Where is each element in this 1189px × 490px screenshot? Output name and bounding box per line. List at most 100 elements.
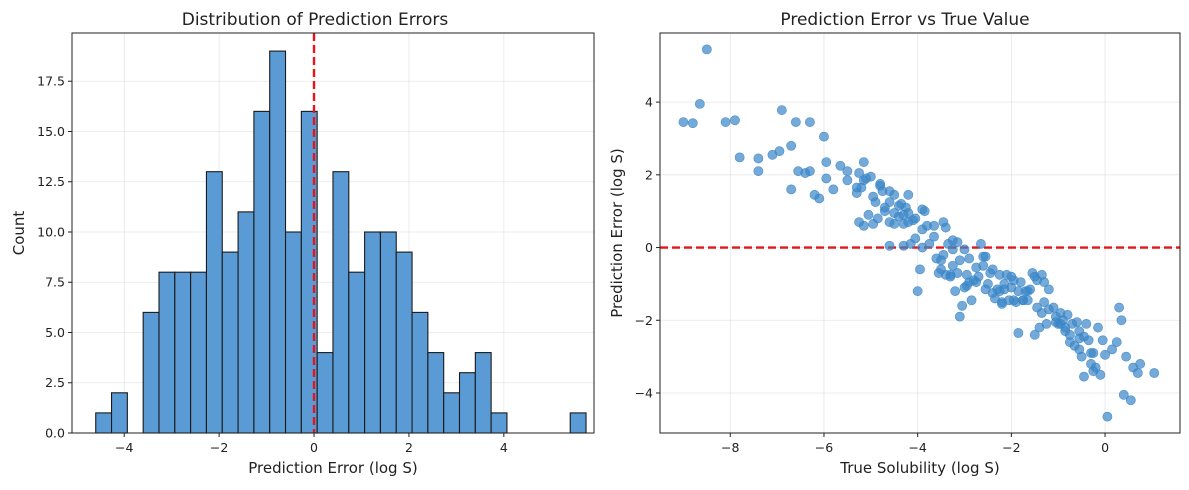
scatter-x-ticks: −8 −6 −4 −2 0 [721, 433, 1109, 455]
scatter-point [786, 184, 797, 195]
scatter-point [800, 168, 811, 178]
scatter-axes-frame [659, 32, 1181, 434]
scatter-point [1050, 311, 1061, 322]
scatter-point [678, 117, 689, 127]
scatter-point [950, 286, 961, 297]
histogram-x-tick-label: −2 [210, 440, 228, 455]
scatter-x-tick-label: −6 [815, 440, 833, 455]
scatter-x-tick-label: −4 [908, 440, 926, 455]
histogram-chart: Distribution of Prediction Errors −4 −2 0 2… [10, 10, 595, 477]
scatter-point [889, 208, 900, 218]
scatter-point [898, 209, 909, 220]
scatter-y-tick-label: −2 [635, 313, 653, 328]
histogram-bar [269, 50, 287, 434]
scatter-point [889, 189, 900, 200]
scatter-point [790, 117, 801, 127]
histogram-bar [237, 211, 255, 434]
scatter-point [835, 160, 846, 171]
scatter-point [730, 115, 740, 126]
scatter-point [994, 286, 1005, 297]
scatter-point [786, 140, 797, 151]
histogram-bar [316, 352, 334, 434]
scatter-point [1076, 351, 1087, 362]
scatter-point [694, 99, 705, 109]
scatter-point [917, 242, 928, 253]
scatter-x-tick-label: −8 [721, 440, 739, 455]
scatter-point [720, 117, 731, 127]
histogram-y-axis-label: Count [10, 211, 28, 256]
scatter-point [884, 197, 895, 207]
scatter-point [701, 44, 712, 55]
scatter-point [929, 231, 939, 242]
scatter-point [851, 182, 862, 193]
scatter-y-tick-label: 2 [645, 167, 653, 182]
histogram-x-tick-label: 0 [310, 440, 318, 455]
scatter-point [1079, 371, 1089, 382]
scatter-point [1065, 329, 1075, 340]
histogram-axes-frame [71, 32, 595, 434]
histogram-bar [142, 311, 160, 434]
scatter-point [1015, 277, 1026, 287]
scatter-point [1074, 333, 1085, 344]
scatter-point [917, 204, 928, 215]
histogram-bar [332, 171, 350, 434]
histogram-bar [458, 372, 476, 434]
histogram-x-tick-label: 2 [405, 440, 413, 455]
scatter-point [978, 251, 989, 262]
scatter-point [861, 173, 872, 184]
scatter-point [879, 206, 890, 217]
scatter-point [1041, 319, 1052, 329]
scatter-point [1107, 344, 1117, 355]
histogram-y-tick-label: 15.0 [37, 124, 65, 139]
scatter-point [957, 300, 968, 311]
scatter-point [976, 239, 986, 249]
scatter-point [910, 233, 921, 244]
scatter-point [1132, 368, 1143, 378]
scatter-point [1072, 317, 1082, 327]
scatter-point [1081, 319, 1092, 329]
scatter-point [858, 157, 869, 167]
scatter-point [753, 166, 764, 177]
scatter-point [863, 209, 874, 220]
scatter-point [1088, 366, 1099, 377]
scatter-point [894, 200, 904, 211]
histogram-bar [364, 231, 381, 434]
histogram-y-tick-label: 0.0 [45, 426, 65, 441]
scatter-point [964, 253, 975, 264]
scatter-point [908, 215, 918, 226]
histogram-x-ticks: −4 −2 0 2 4 [115, 433, 508, 455]
histogram-bar [395, 251, 413, 434]
scatter-point [1036, 308, 1047, 318]
scatter-point [753, 153, 764, 164]
scatter-point [1097, 335, 1108, 346]
scatter-point [1060, 322, 1071, 333]
scatter-point [1013, 328, 1024, 338]
scatter-point [1116, 315, 1127, 326]
scatter-point [687, 118, 698, 129]
histogram-bar [474, 352, 492, 434]
scatter-y-tick-label: 0 [645, 240, 653, 255]
histogram-x-tick-label: 4 [500, 440, 508, 455]
scatter-point [734, 152, 745, 163]
scatter-point [1118, 389, 1129, 400]
histogram-bar [221, 251, 239, 434]
histogram-bar [190, 271, 207, 434]
scatter-x-axis-label: True Solubility (log S) [839, 459, 999, 477]
histogram-bar [443, 392, 461, 434]
scatter-point [947, 244, 958, 255]
scatter-point [929, 220, 939, 231]
scatter-point [964, 277, 975, 287]
scatter-y-axis-label: Prediction Error (log S) [608, 148, 626, 317]
scatter-point [1029, 329, 1040, 340]
scatter-point [1121, 351, 1132, 362]
histogram-title: Distribution of Prediction Errors [182, 10, 449, 30]
histogram-bar [174, 271, 192, 434]
scatter-point [870, 197, 881, 207]
histogram-bar [284, 231, 302, 434]
scatter-point [821, 157, 832, 167]
scatter-point [814, 193, 825, 204]
scatter-y-tick-label: −4 [635, 386, 653, 401]
scatter-point [1135, 359, 1146, 369]
histogram-x-tick-label: −4 [115, 440, 133, 455]
histogram-bar [411, 311, 429, 434]
